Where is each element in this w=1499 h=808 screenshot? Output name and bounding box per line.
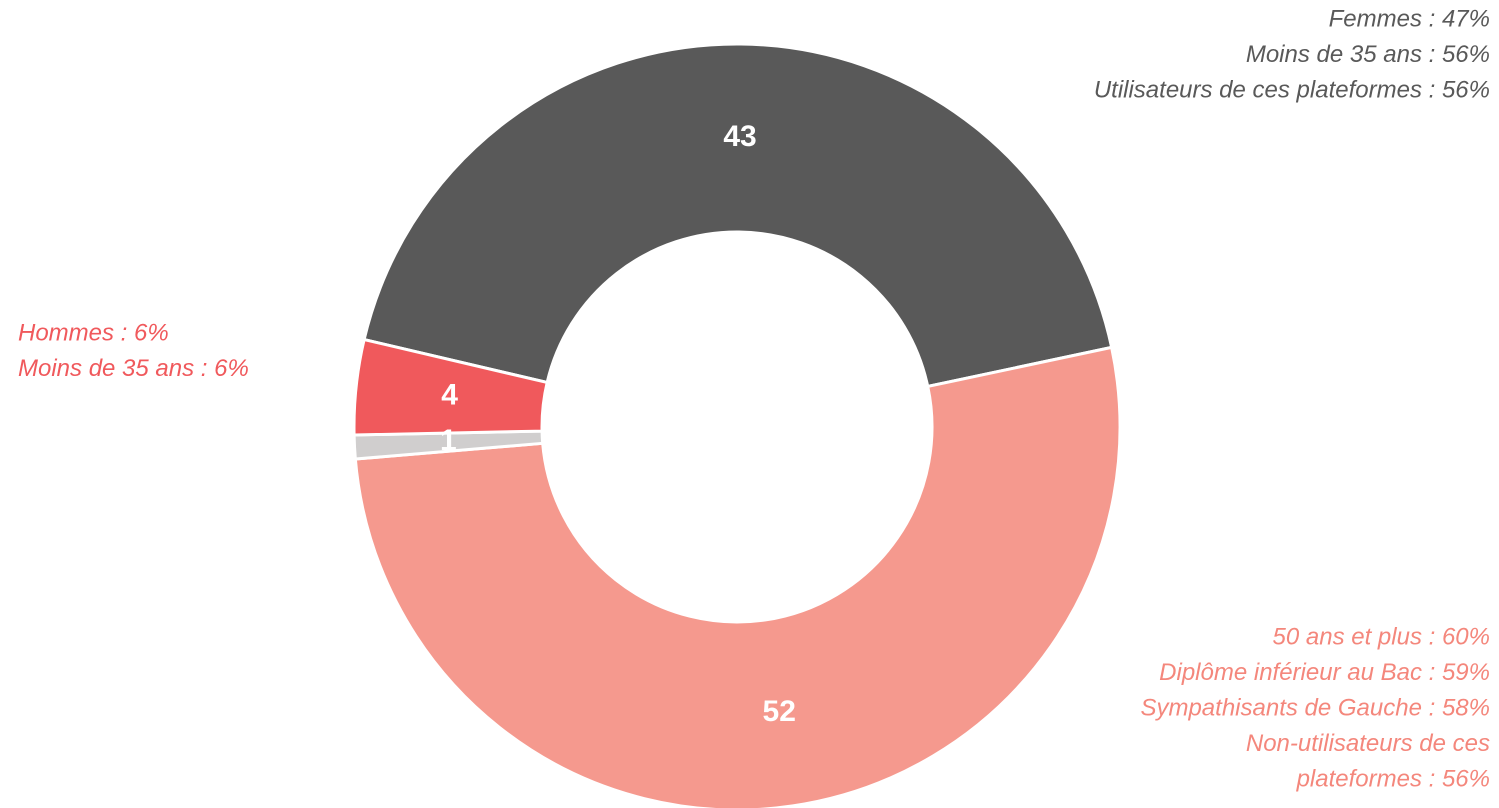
annotation: Utilisateurs de ces plateformes : 56% (1094, 76, 1490, 103)
donut-segment (353, 345, 1122, 808)
annotation: plateformes : 56% (1296, 765, 1490, 792)
value-label: 43 (723, 120, 756, 153)
value-label: 1 (440, 424, 457, 457)
annotation: Sympathisants de Gauche : 58% (1140, 694, 1490, 721)
annotation: Moins de 35 ans : 6% (18, 355, 249, 382)
annotation: Femmes : 47% (1329, 5, 1490, 32)
annotation: Hommes : 6% (18, 319, 169, 346)
value-label: 4 (441, 379, 458, 412)
annotation: Non-utilisateurs de ces (1246, 730, 1490, 757)
value-label: 52 (763, 695, 796, 728)
annotation: 50 ans et plus : 60% (1273, 623, 1490, 650)
donut-segment (362, 42, 1114, 389)
annotation: Moins de 35 ans : 56% (1246, 41, 1490, 68)
annotation: Diplôme inférieur au Bac : 59% (1159, 659, 1490, 686)
donut-segment (352, 337, 549, 437)
